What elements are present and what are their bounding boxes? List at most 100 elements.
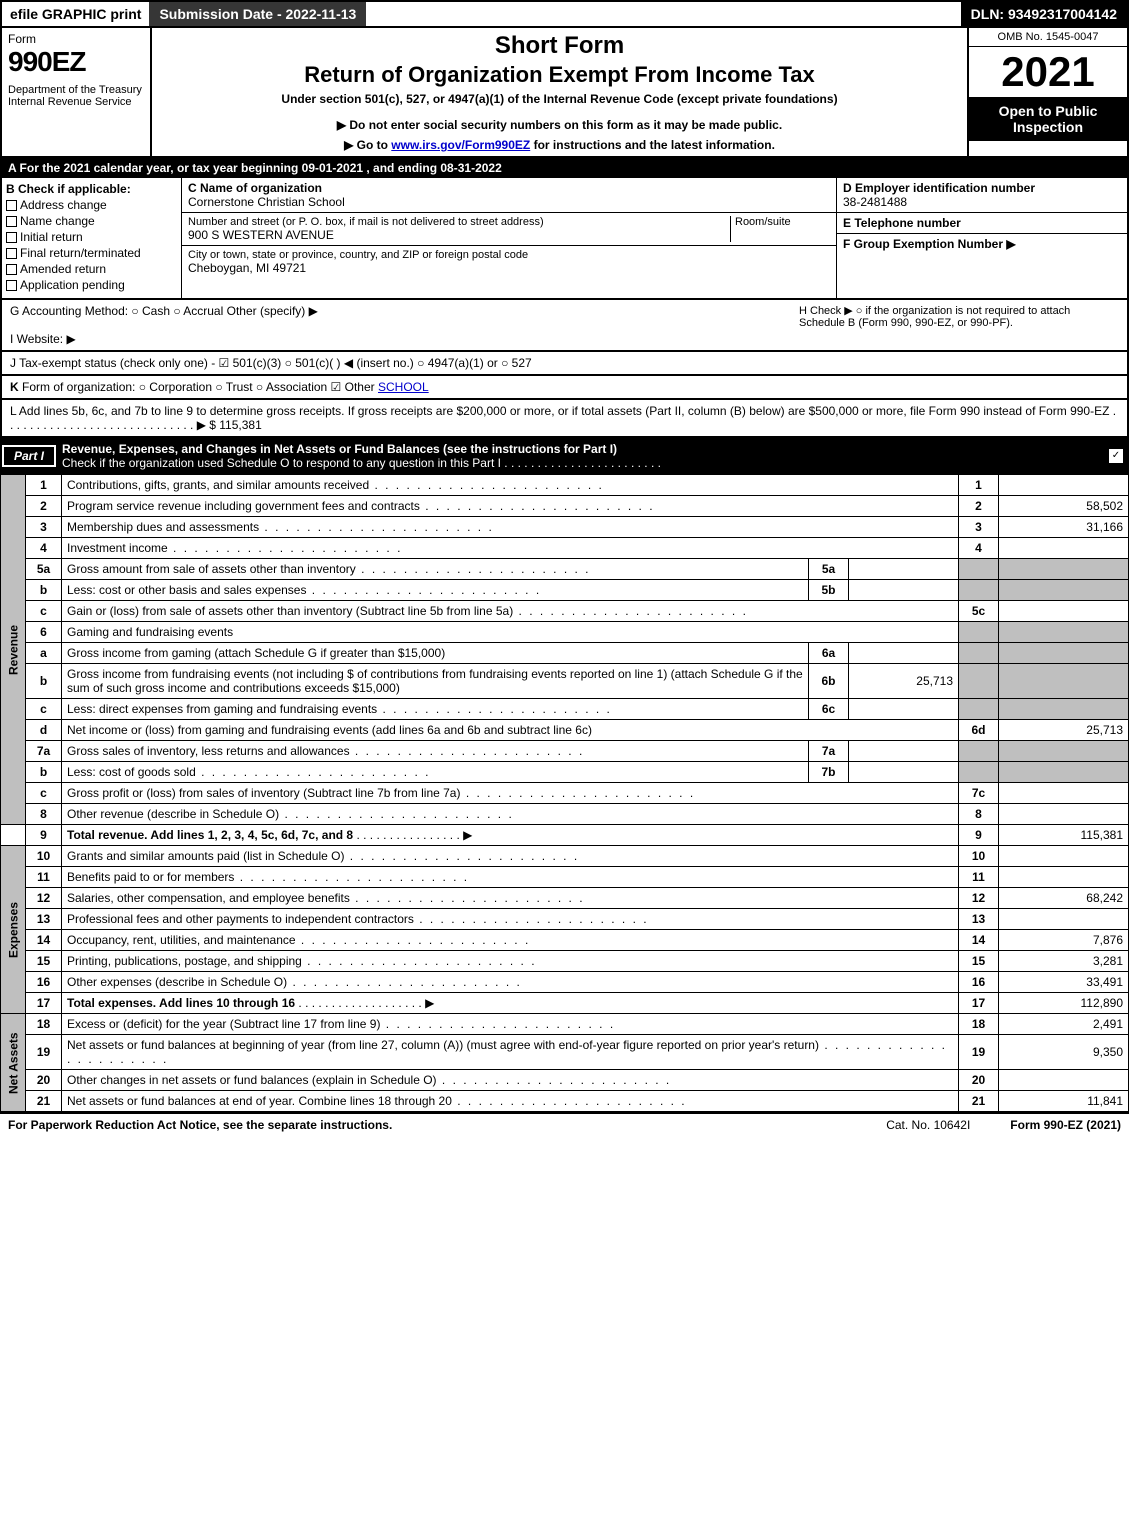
- row-l-receipts: L Add lines 5b, 6c, and 7b to line 9 to …: [0, 400, 1129, 438]
- l4-desc: Investment income: [62, 538, 959, 559]
- l11-desc: Benefits paid to or for members: [62, 867, 959, 888]
- k-other-link[interactable]: SCHOOL: [378, 380, 429, 394]
- l6d-desc: Net income or (loss) from gaming and fun…: [62, 720, 959, 741]
- l5b-sn: 5b: [809, 580, 849, 601]
- l19-val: 9,350: [999, 1035, 1129, 1070]
- l8-val: [999, 804, 1129, 825]
- l5a-sv: [849, 559, 959, 580]
- lines-table: Revenue 1 Contributions, gifts, grants, …: [0, 474, 1129, 1112]
- l9-num: 9: [26, 825, 62, 846]
- l13-val: [999, 909, 1129, 930]
- l9-desc: Total revenue. Add lines 1, 2, 3, 4, 5c,…: [62, 825, 959, 846]
- l16-rn: 16: [959, 972, 999, 993]
- l21-desc: Net assets or fund balances at end of ye…: [62, 1091, 959, 1112]
- form-number: 990EZ: [8, 46, 144, 78]
- l14-val: 7,876: [999, 930, 1129, 951]
- part-1-tab: Part I: [2, 445, 56, 467]
- l1-rn: 1: [959, 475, 999, 496]
- l5c-rn: 5c: [959, 601, 999, 622]
- l21-val: 11,841: [999, 1091, 1129, 1112]
- ssn-warning: ▶ Do not enter social security numbers o…: [156, 118, 963, 132]
- chk-address-change[interactable]: Address change: [6, 198, 177, 212]
- l5c-val: [999, 601, 1129, 622]
- room-label: Room/suite: [735, 216, 830, 228]
- l10-val: [999, 846, 1129, 867]
- l16-desc: Other expenses (describe in Schedule O): [62, 972, 959, 993]
- l7b-desc: Less: cost of goods sold: [62, 762, 809, 783]
- l7a-sv: [849, 741, 959, 762]
- submission-date: Submission Date - 2022-11-13: [149, 2, 366, 26]
- l3-num: 3: [26, 517, 62, 538]
- l8-num: 8: [26, 804, 62, 825]
- l7a-sn: 7a: [809, 741, 849, 762]
- l8-rn: 8: [959, 804, 999, 825]
- l20-rn: 20: [959, 1070, 999, 1091]
- ein-value: 38-2481488: [843, 195, 1121, 209]
- l6c-sv: [849, 699, 959, 720]
- l5a-rn-shade: [959, 559, 999, 580]
- l6c-num: c: [26, 699, 62, 720]
- l7c-rn: 7c: [959, 783, 999, 804]
- l18-rn: 18: [959, 1014, 999, 1035]
- g-accounting: G Accounting Method: ○ Cash ○ Accrual Ot…: [10, 304, 799, 318]
- cat-no: Cat. No. 10642I: [886, 1118, 970, 1132]
- l8-desc: Other revenue (describe in Schedule O): [62, 804, 959, 825]
- l2-val: 58,502: [999, 496, 1129, 517]
- part-1-checkbox[interactable]: ✓: [1109, 449, 1123, 463]
- row-g-h: G Accounting Method: ○ Cash ○ Accrual Ot…: [0, 300, 1129, 352]
- footer: For Paperwork Reduction Act Notice, see …: [0, 1112, 1129, 1136]
- d-label: D Employer identification number: [843, 181, 1121, 195]
- open-inspection: Open to Public Inspection: [969, 97, 1127, 141]
- row-j-status: J Tax-exempt status (check only one) - ☑…: [0, 352, 1129, 376]
- l5a-val-shade: [999, 559, 1129, 580]
- short-form-title: Short Form: [156, 32, 963, 60]
- l15-val: 3,281: [999, 951, 1129, 972]
- l10-num: 10: [26, 846, 62, 867]
- l18-val: 2,491: [999, 1014, 1129, 1035]
- b-title: B Check if applicable:: [6, 182, 177, 196]
- l4-num: 4: [26, 538, 62, 559]
- h-schedule-b: H Check ▶ ○ if the organization is not r…: [799, 304, 1119, 346]
- chk-name-change[interactable]: Name change: [6, 214, 177, 228]
- l20-num: 20: [26, 1070, 62, 1091]
- row-k-org: K Form of organization: ○ Corporation ○ …: [0, 376, 1129, 400]
- l17-rn: 17: [959, 993, 999, 1014]
- part-1-sub: Check if the organization used Schedule …: [62, 456, 661, 470]
- revenue-side-label: Revenue: [1, 475, 26, 825]
- f-label: F Group Exemption Number ▶: [843, 237, 1121, 251]
- l12-val: 68,242: [999, 888, 1129, 909]
- dln-label: DLN: 93492317004142: [961, 2, 1127, 26]
- l15-num: 15: [26, 951, 62, 972]
- l4-val: [999, 538, 1129, 559]
- l20-val: [999, 1070, 1129, 1091]
- city-value: Cheboygan, MI 49721: [188, 261, 830, 275]
- l6c-sn: 6c: [809, 699, 849, 720]
- dept-label: Department of the Treasury Internal Reve…: [8, 84, 144, 108]
- chk-final-return[interactable]: Final return/terminated: [6, 246, 177, 260]
- l6d-rn: 6d: [959, 720, 999, 741]
- l17-val: 112,890: [999, 993, 1129, 1014]
- l15-rn: 15: [959, 951, 999, 972]
- chk-amended[interactable]: Amended return: [6, 262, 177, 276]
- chk-initial-return[interactable]: Initial return: [6, 230, 177, 244]
- l1-desc: Contributions, gifts, grants, and simila…: [62, 475, 959, 496]
- l7b-num: b: [26, 762, 62, 783]
- form-footer: Form 990-EZ (2021): [1010, 1118, 1121, 1132]
- l18-desc: Excess or (deficit) for the year (Subtra…: [62, 1014, 959, 1035]
- street-label: Number and street (or P. O. box, if mail…: [188, 216, 730, 228]
- l17-num: 17: [26, 993, 62, 1014]
- c-name-label: C Name of organization: [188, 181, 830, 195]
- l21-num: 21: [26, 1091, 62, 1112]
- expenses-side-label: Expenses: [1, 846, 26, 1014]
- l5a-num: 5a: [26, 559, 62, 580]
- chk-pending[interactable]: Application pending: [6, 278, 177, 292]
- l16-val: 33,491: [999, 972, 1129, 993]
- irs-link[interactable]: www.irs.gov/Form990EZ: [391, 138, 530, 152]
- l6b-sv: 25,713: [849, 664, 959, 699]
- omb-number: OMB No. 1545-0047: [969, 28, 1127, 47]
- l7c-val: [999, 783, 1129, 804]
- l21-rn: 21: [959, 1091, 999, 1112]
- subtitle: Under section 501(c), 527, or 4947(a)(1)…: [156, 92, 963, 106]
- l7c-desc: Gross profit or (loss) from sales of inv…: [62, 783, 959, 804]
- l15-desc: Printing, publications, postage, and shi…: [62, 951, 959, 972]
